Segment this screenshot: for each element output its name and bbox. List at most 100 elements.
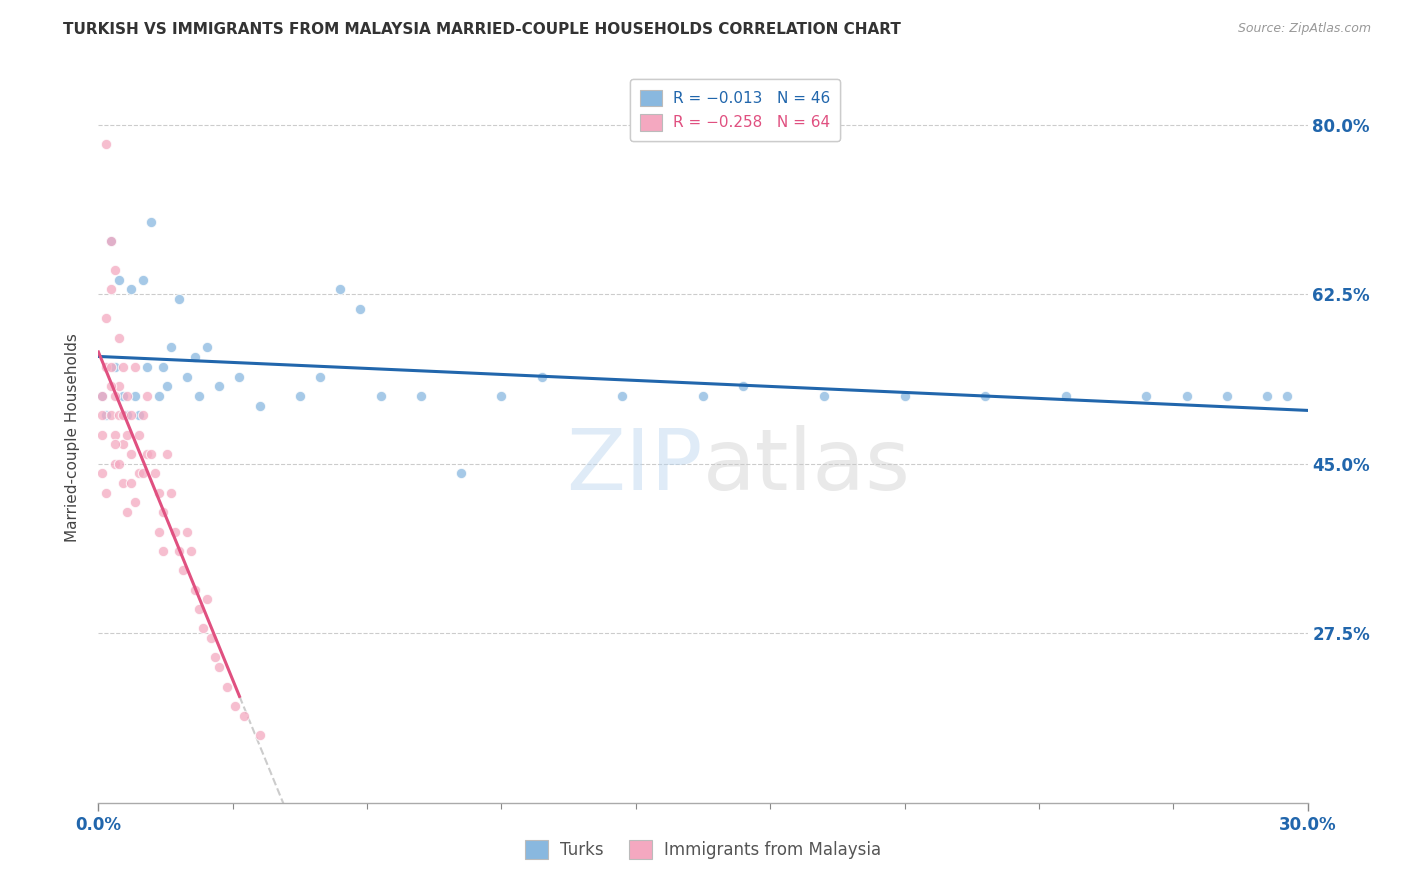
Point xyxy=(100,234,122,248)
Point xyxy=(167,544,190,558)
Point xyxy=(120,447,142,461)
Point xyxy=(148,524,170,539)
Point xyxy=(132,409,155,423)
Point xyxy=(450,467,472,481)
Point xyxy=(612,389,634,403)
Point xyxy=(100,282,122,296)
Point xyxy=(1054,389,1077,403)
Point xyxy=(195,592,218,607)
Text: TURKISH VS IMMIGRANTS FROM MALAYSIA MARRIED-COUPLE HOUSEHOLDS CORRELATION CHART: TURKISH VS IMMIGRANTS FROM MALAYSIA MARR… xyxy=(63,22,901,37)
Point xyxy=(692,389,714,403)
Point xyxy=(103,359,125,374)
Point xyxy=(143,467,166,481)
Point xyxy=(120,282,142,296)
Point xyxy=(156,379,179,393)
Point xyxy=(1277,389,1299,403)
Point xyxy=(208,660,231,674)
Point xyxy=(188,602,211,616)
Point xyxy=(96,409,118,423)
Point xyxy=(111,476,134,491)
Point xyxy=(813,389,835,403)
Point xyxy=(91,427,114,442)
Point xyxy=(124,495,146,509)
Point xyxy=(120,476,142,491)
Point xyxy=(111,389,134,403)
Point xyxy=(224,698,246,713)
Point xyxy=(124,389,146,403)
Text: ZIP: ZIP xyxy=(567,425,703,508)
Point xyxy=(115,389,138,403)
Point xyxy=(135,447,157,461)
Point xyxy=(893,389,915,403)
Point xyxy=(349,301,371,316)
Point xyxy=(160,341,183,355)
Point xyxy=(288,389,311,403)
Point xyxy=(148,389,170,403)
Legend: Turks, Immigrants from Malaysia: Turks, Immigrants from Malaysia xyxy=(519,834,887,866)
Point xyxy=(163,524,186,539)
Point xyxy=(103,427,125,442)
Y-axis label: Married-couple Households: Married-couple Households xyxy=(65,333,80,541)
Point xyxy=(124,359,146,374)
Point xyxy=(193,622,215,636)
Point xyxy=(188,389,211,403)
Point xyxy=(180,544,202,558)
Point xyxy=(111,437,134,451)
Point xyxy=(132,467,155,481)
Point xyxy=(91,389,114,403)
Point xyxy=(172,563,194,577)
Point xyxy=(91,409,114,423)
Point xyxy=(139,447,162,461)
Point xyxy=(107,409,129,423)
Point xyxy=(208,379,231,393)
Legend: R = −0.013   N = 46, R = −0.258   N = 64: R = −0.013 N = 46, R = −0.258 N = 64 xyxy=(630,79,841,141)
Point xyxy=(135,359,157,374)
Point xyxy=(176,524,198,539)
Point xyxy=(167,292,190,306)
Point xyxy=(107,331,129,345)
Point xyxy=(409,389,432,403)
Point xyxy=(100,409,122,423)
Point xyxy=(309,369,332,384)
Point xyxy=(370,389,392,403)
Text: Source: ZipAtlas.com: Source: ZipAtlas.com xyxy=(1237,22,1371,36)
Point xyxy=(974,389,997,403)
Point xyxy=(491,389,513,403)
Point xyxy=(195,341,218,355)
Point xyxy=(128,409,150,423)
Point xyxy=(111,409,134,423)
Point xyxy=(96,136,118,151)
Point xyxy=(91,389,114,403)
Point xyxy=(530,369,553,384)
Point xyxy=(103,389,125,403)
Point xyxy=(184,350,207,364)
Point xyxy=(115,505,138,519)
Point xyxy=(152,544,174,558)
Point xyxy=(100,234,122,248)
Point xyxy=(204,650,226,665)
Point xyxy=(100,379,122,393)
Point xyxy=(103,263,125,277)
Point xyxy=(107,273,129,287)
Point xyxy=(111,359,134,374)
Text: atlas: atlas xyxy=(703,425,911,508)
Point xyxy=(96,359,118,374)
Point xyxy=(1175,389,1198,403)
Point xyxy=(107,457,129,471)
Point xyxy=(152,359,174,374)
Point xyxy=(249,399,271,413)
Point xyxy=(115,427,138,442)
Point xyxy=(228,369,250,384)
Point xyxy=(176,369,198,384)
Point xyxy=(232,708,254,723)
Point xyxy=(91,467,114,481)
Point xyxy=(329,282,352,296)
Point xyxy=(103,437,125,451)
Point xyxy=(120,409,142,423)
Point xyxy=(128,427,150,442)
Point xyxy=(100,359,122,374)
Point xyxy=(107,379,129,393)
Point xyxy=(184,582,207,597)
Point xyxy=(1256,389,1278,403)
Point xyxy=(200,631,222,645)
